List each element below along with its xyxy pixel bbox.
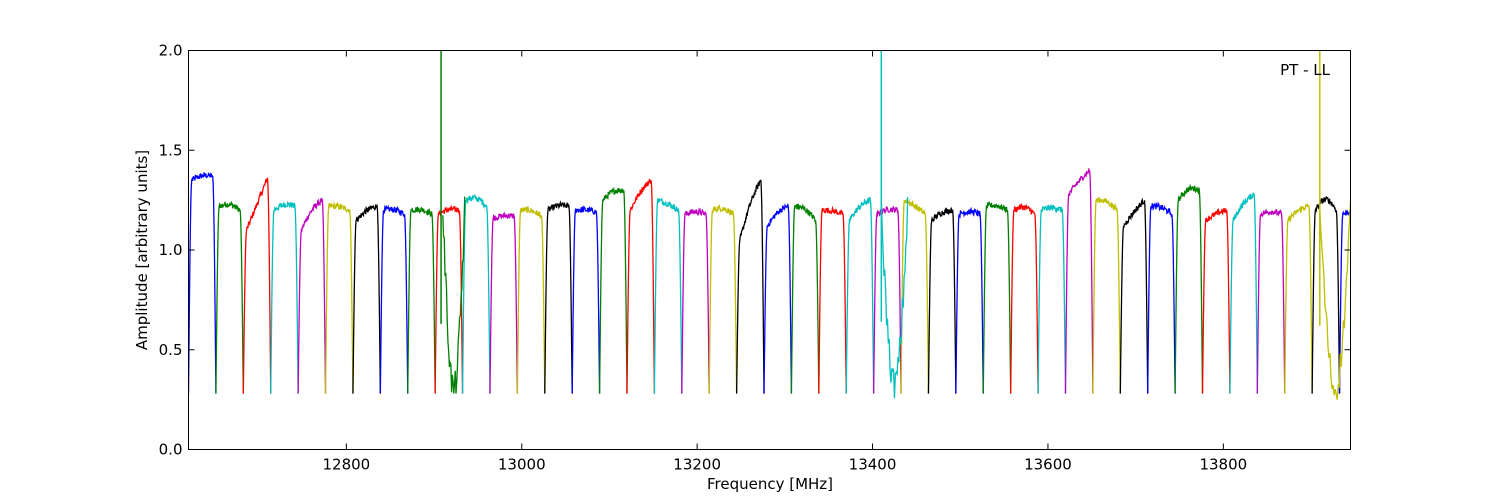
channel-line-40 [1256,208,1286,394]
channel-line-31 [1010,202,1039,394]
channel-line-8 [379,204,409,394]
x-tick-label: 13800 [1199,456,1247,474]
y-tick-label: 2.0 [159,42,183,60]
channel-line-19 [681,207,710,394]
channel-line-33 [1064,168,1094,394]
channel-line-9 [407,206,436,394]
y-tick-label: 0.0 [159,441,183,459]
rfi-dip-1 [442,196,466,394]
y-tick-label: 1.0 [159,241,183,259]
channel-line-25 [845,196,875,394]
channel-line-16 [598,186,628,394]
x-tick-label: 13400 [849,456,897,474]
channel-line-27 [900,198,930,394]
channel-line-7 [352,203,381,394]
channel-line-30 [982,200,1012,394]
channel-line-23 [790,203,820,394]
y-tick-label: 1.5 [159,141,183,159]
channel-line-18 [653,197,683,394]
series-layer [188,50,1351,400]
channel-line-43 [1338,208,1351,394]
y-axis-label: Amplitude [arbitrary units] [133,150,151,350]
channel-line-38 [1201,207,1231,394]
channel-line-17 [626,178,656,394]
channel-line-28 [927,207,957,394]
channel-line-1 [188,171,217,394]
channel-line-11 [461,193,491,394]
x-tick-label: 12800 [322,456,370,474]
channel-line-2 [215,200,244,394]
channel-line-12 [489,211,519,394]
channel-line-15 [571,205,601,394]
rfi-dip-2 [880,197,909,399]
x-tick-label: 13000 [498,456,546,474]
channel-line-42 [1311,196,1341,394]
channel-line-39 [1229,192,1258,394]
channel-line-4 [270,201,299,394]
chart-annotation: PT - LL [1280,61,1331,79]
channel-line-37 [1174,183,1204,394]
channel-line-6 [324,201,354,394]
channel-line-13 [516,205,546,394]
x-axis-label: Frequency [MHz] [707,475,833,493]
channel-line-32 [1037,203,1067,394]
channel-line-21 [735,179,765,394]
channel-line-26 [872,205,902,394]
x-tick-label: 13200 [673,456,721,474]
channel-line-20 [708,203,738,394]
channel-line-22 [763,203,793,394]
x-tick-label: 13600 [1024,456,1072,474]
channel-line-34 [1092,197,1121,394]
tick-layer: 12800 13000 13200 13400 13600 13800 0.0 0.5 1.0 1… [159,42,1351,474]
channel-line-14 [544,200,573,394]
channel-line-35 [1119,197,1149,394]
y-tick-label: 0.5 [159,341,183,359]
rfi-dip-3 [1319,201,1351,400]
channel-line-24 [818,205,847,394]
channel-line-3 [242,177,272,394]
channel-line-36 [1147,201,1176,394]
channel-line-29 [955,206,984,394]
channel-line-5 [297,197,327,394]
channel-line-41 [1284,203,1313,394]
channel-line-10 [434,204,464,394]
